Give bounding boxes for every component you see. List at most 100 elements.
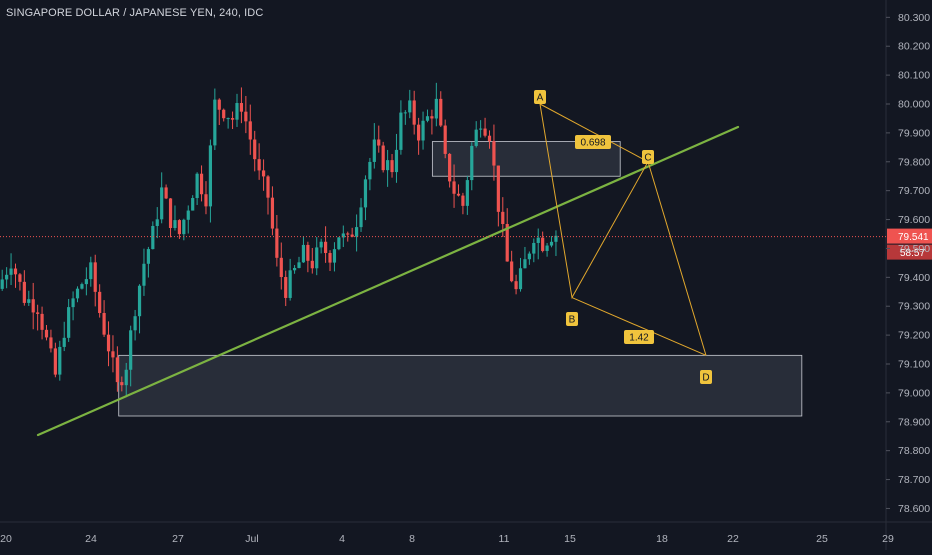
- candle-body: [532, 242, 536, 254]
- candle-body: [186, 210, 190, 220]
- candle-body: [217, 99, 221, 110]
- candle-body: [62, 337, 66, 347]
- x-tick-label: 22: [727, 533, 739, 545]
- y-tick-label: 79.100: [898, 359, 930, 371]
- candle-body: [346, 233, 350, 235]
- candle-body: [106, 334, 111, 352]
- candle-body: [142, 263, 146, 286]
- candle-body: [465, 180, 469, 206]
- candle-body: [310, 260, 314, 269]
- harmonic-pattern: A B C D 0.698 1.42: [534, 90, 712, 384]
- candle-body: [53, 348, 57, 375]
- y-tick-label: 79.300: [898, 301, 930, 313]
- candle-body: [129, 330, 133, 370]
- y-tick-label: 78.700: [898, 474, 930, 486]
- candle-body: [394, 149, 399, 173]
- x-tick-label: 27: [172, 533, 184, 545]
- candle-body: [266, 176, 270, 198]
- candle-body: [332, 249, 337, 263]
- candle-body: [461, 195, 465, 206]
- candle-body: [363, 179, 368, 208]
- candle-body: [213, 99, 217, 146]
- candle-body: [226, 118, 230, 120]
- candle-body: [443, 125, 447, 154]
- candle-body: [483, 128, 487, 136]
- candle-body: [133, 316, 137, 331]
- point-label-bg: [700, 370, 712, 384]
- candle-body: [27, 299, 31, 303]
- ratio-label-bg: [624, 330, 654, 344]
- candle-body: [58, 346, 62, 375]
- candle-body: [337, 237, 341, 250]
- candle-body: [177, 220, 181, 235]
- candle-body: [479, 128, 483, 130]
- candle-body: [199, 173, 204, 195]
- candle-body: [257, 159, 261, 171]
- candle-body: [164, 187, 168, 199]
- y-tick-label: 79.500: [898, 243, 930, 255]
- candle-body: [93, 262, 97, 292]
- trendline-group: [36, 125, 740, 437]
- candle-body: [204, 194, 208, 207]
- y-tick-label: 80.300: [898, 12, 930, 24]
- candle-body: [430, 116, 434, 119]
- candle-body: [297, 262, 301, 268]
- candle-body: [350, 234, 354, 237]
- candle-body: [222, 109, 226, 119]
- candle-body: [102, 312, 106, 335]
- candle-body: [377, 139, 381, 146]
- candle-body: [301, 244, 306, 263]
- candle-body: [292, 267, 297, 271]
- candle-body: [425, 116, 430, 121]
- candle-body: [554, 235, 558, 242]
- candle-body: [89, 262, 93, 280]
- candle-body: [67, 307, 71, 338]
- pattern-bd-line: [571, 297, 707, 356]
- candle-body: [49, 337, 53, 349]
- candle-body: [399, 112, 403, 150]
- candle-body: [492, 141, 496, 166]
- candle-body: [239, 103, 244, 112]
- candle-body: [390, 160, 394, 173]
- y-tick-label: 79.700: [898, 185, 930, 197]
- candle-body: [403, 112, 407, 114]
- trendline: [36, 125, 740, 437]
- candle-body: [275, 228, 279, 258]
- candle-body: [13, 268, 18, 275]
- y-tick-label: 79.900: [898, 127, 930, 139]
- y-tick-label: 78.800: [898, 445, 930, 457]
- ratio-label: 0.698: [580, 138, 605, 149]
- candle-body: [279, 257, 283, 278]
- y-tick-label: 79.000: [898, 387, 930, 399]
- lower-zone: [118, 354, 803, 417]
- last-price-badge: [887, 228, 932, 244]
- candle-body: [0, 279, 4, 289]
- candle-body: [381, 145, 385, 171]
- candle-body: [355, 227, 359, 237]
- candle-body: [386, 160, 390, 171]
- ratio-label-bg: [575, 135, 611, 149]
- candle-body: [9, 268, 13, 275]
- candle-body: [173, 220, 177, 229]
- point-label-D: D: [702, 373, 709, 384]
- candle-body: [111, 351, 115, 358]
- candle-body: [124, 369, 128, 386]
- candle-body: [235, 103, 239, 120]
- candle-body: [541, 237, 545, 251]
- point-label-bg: [642, 150, 654, 164]
- point-label-C: C: [644, 153, 651, 164]
- point-label-A: A: [537, 93, 544, 104]
- candle-body: [474, 129, 478, 146]
- candle-body: [75, 288, 80, 299]
- point-label-B: B: [569, 315, 576, 326]
- candle-body: [501, 211, 505, 224]
- x-tick-label: 29: [882, 533, 894, 545]
- ratio-label: 1.42: [629, 333, 649, 344]
- candle-body: [98, 291, 102, 313]
- candle-body: [514, 281, 518, 290]
- candle-body: [40, 313, 44, 330]
- candle-body: [288, 270, 292, 298]
